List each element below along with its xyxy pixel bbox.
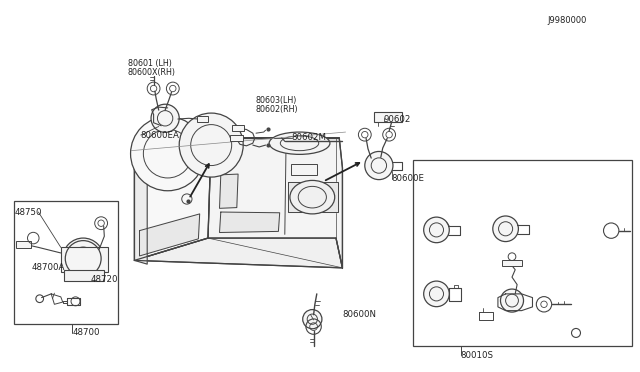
Polygon shape [134, 238, 342, 268]
Text: 80602(RH): 80602(RH) [256, 105, 299, 114]
Text: 80600EA: 80600EA [141, 131, 180, 140]
Text: 48700: 48700 [72, 328, 100, 337]
Polygon shape [140, 214, 200, 256]
Bar [230, 135, 243, 141]
Ellipse shape [269, 132, 330, 154]
Text: 80603(LH): 80603(LH) [256, 96, 298, 105]
Bar [232, 125, 244, 131]
Text: 80010S: 80010S [461, 351, 494, 360]
Bar [413, 160, 632, 346]
Text: 90602: 90602 [384, 115, 412, 124]
Ellipse shape [290, 180, 335, 214]
Circle shape [151, 104, 179, 132]
Circle shape [63, 238, 104, 279]
Bar [374, 112, 402, 122]
Text: 48750: 48750 [14, 208, 42, 217]
Circle shape [493, 216, 518, 241]
Text: 80602M: 80602M [291, 133, 326, 142]
Polygon shape [134, 138, 211, 260]
Text: 80600N: 80600N [342, 310, 376, 319]
Circle shape [303, 310, 322, 329]
Bar [16, 241, 31, 248]
Circle shape [179, 113, 243, 177]
Bar [61, 247, 108, 272]
Circle shape [131, 116, 205, 191]
Text: 48720: 48720 [91, 275, 118, 283]
Text: 80600X(RH): 80600X(RH) [128, 68, 176, 77]
Text: J9980000: J9980000 [547, 16, 587, 25]
Text: 48700A: 48700A [32, 263, 65, 272]
Text: 80600E: 80600E [392, 174, 425, 183]
Bar [14, 201, 118, 324]
Bar [64, 270, 104, 281]
Circle shape [365, 151, 393, 180]
Polygon shape [208, 138, 342, 268]
Circle shape [424, 217, 449, 243]
Polygon shape [220, 212, 280, 232]
Polygon shape [220, 174, 238, 208]
Polygon shape [134, 160, 147, 264]
Text: 80601 (LH): 80601 (LH) [128, 60, 172, 68]
Bar [502, 260, 522, 266]
Polygon shape [288, 182, 338, 212]
Bar [291, 164, 317, 175]
Circle shape [424, 281, 449, 307]
Bar [197, 116, 208, 122]
Circle shape [500, 289, 524, 312]
